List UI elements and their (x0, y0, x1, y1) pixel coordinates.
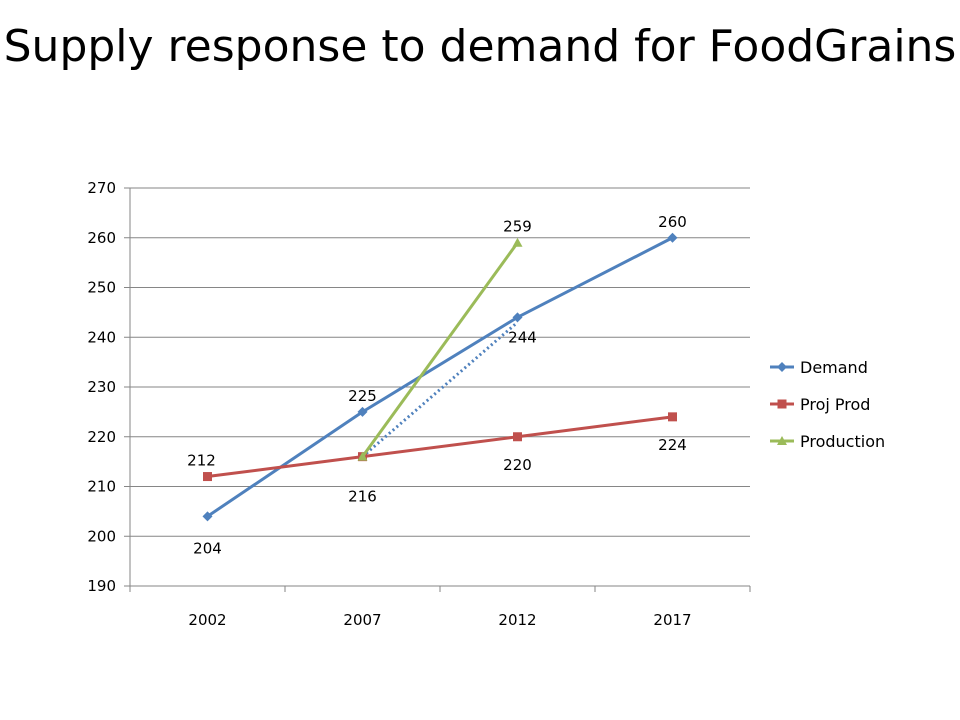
proj-prod-point (668, 412, 677, 422)
legend-production-label: Production (800, 432, 885, 451)
demand-point (667, 232, 678, 243)
proj-prod-data-label: 220 (503, 456, 532, 474)
production-data-label: 259 (503, 218, 532, 236)
demand-data-label: 244 (508, 328, 537, 346)
y-tick-label: 190 (87, 577, 116, 595)
legend-demand-marker (777, 362, 787, 372)
proj-prod-data-label: 224 (658, 436, 687, 454)
x-tick-label: 2012 (498, 611, 536, 629)
legend-proj-prod-label: Proj Prod (800, 395, 870, 414)
demand-data-label: 225 (348, 387, 377, 405)
y-tick-label: 250 (87, 279, 116, 297)
production-line (361, 241, 519, 458)
y-tick-label: 220 (87, 428, 116, 446)
x-tick-label: 2002 (188, 611, 226, 629)
production-point (512, 237, 523, 247)
legend-production-marker (777, 436, 787, 445)
legend-demand-label: Demand (800, 358, 868, 377)
y-tick-label: 200 (87, 527, 116, 545)
demand-data-label: 204 (193, 539, 222, 557)
demand-data-label: 260 (658, 213, 687, 231)
proj-prod-data-label: 216 (348, 488, 377, 506)
x-tick-label: 2007 (343, 611, 381, 629)
production-point (357, 451, 368, 461)
demand-point (512, 312, 523, 323)
proj-prod-line (207, 415, 673, 479)
demand-point (202, 511, 213, 522)
y-tick-label: 230 (87, 378, 116, 396)
demand-point (357, 406, 368, 417)
proj-prod-point (513, 432, 522, 442)
y-tick-label: 270 (87, 179, 116, 197)
legend-proj-prod-marker (777, 399, 787, 409)
y-tick-label: 210 (87, 478, 116, 496)
proj-prod-data-label: 212 (187, 452, 216, 470)
proj-prod-point (203, 472, 212, 482)
x-tick-label: 2017 (653, 611, 691, 629)
demand-line (206, 236, 674, 518)
y-tick-label: 260 (87, 229, 116, 247)
y-tick-label: 240 (87, 328, 116, 346)
demand-trendline (361, 321, 519, 458)
chart-title: Supply response to demand for FoodGrains (3, 21, 957, 72)
